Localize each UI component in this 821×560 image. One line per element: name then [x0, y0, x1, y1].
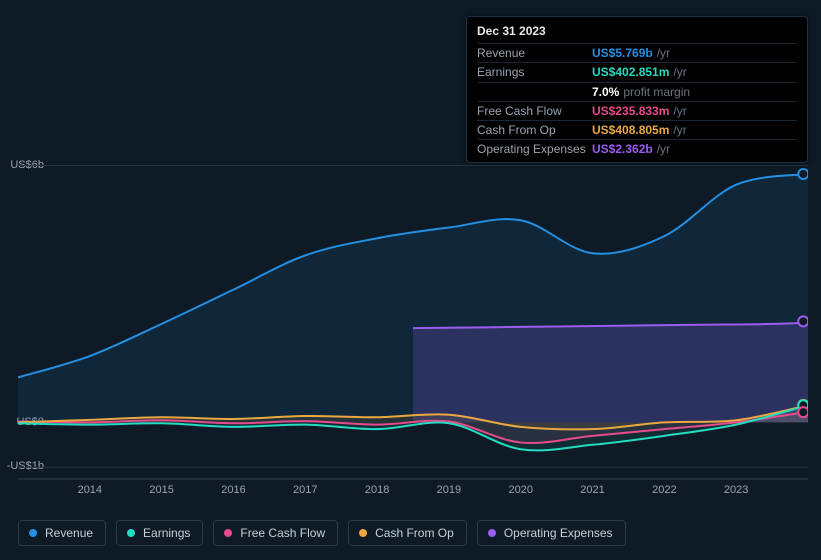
marker-dot-revenue [798, 169, 808, 179]
legend-item-earnings[interactable]: Earnings [116, 520, 203, 546]
tooltip-label [477, 84, 592, 100]
marker-dot-fcf [798, 407, 808, 417]
x-axis-label: 2018 [365, 484, 389, 496]
legend-label: Cash From Op [375, 526, 454, 540]
tooltip-value: US$2.362b/yr [592, 141, 797, 157]
x-axis-label: 2016 [221, 484, 245, 496]
x-axis-label: 2020 [508, 484, 532, 496]
tooltip-row: RevenueUS$5.769b/yr [477, 43, 797, 62]
legend-dot-icon [359, 529, 367, 537]
legend-item-opex[interactable]: Operating Expenses [477, 520, 626, 546]
x-axis-label: 2014 [78, 484, 102, 496]
x-axis-label: 2015 [149, 484, 173, 496]
x-axis-label: 2022 [652, 484, 676, 496]
tooltip-value: US$235.833m/yr [592, 103, 797, 119]
x-axis-label: 2023 [724, 484, 748, 496]
tooltip-value: US$408.805m/yr [592, 122, 797, 138]
x-axis-label: 2021 [580, 484, 604, 496]
legend-label: Free Cash Flow [240, 526, 325, 540]
marker-dot-opex [798, 316, 808, 326]
tooltip-label: Cash From Op [477, 122, 592, 138]
legend-item-cashop[interactable]: Cash From Op [348, 520, 467, 546]
tooltip-row: Cash From OpUS$408.805m/yr [477, 120, 797, 139]
tooltip-date: Dec 31 2023 [477, 23, 797, 39]
tooltip-row: 7.0%profit margin [477, 82, 797, 101]
legend-dot-icon [488, 529, 496, 537]
chart-legend: Revenue Earnings Free Cash Flow Cash From O… [18, 520, 626, 546]
tooltip-row: Free Cash FlowUS$235.833m/yr [477, 101, 797, 120]
tooltip-label: Operating Expenses [477, 141, 592, 157]
legend-dot-icon [29, 529, 37, 537]
tooltip-label: Earnings [477, 64, 592, 80]
tooltip-value: US$5.769b/yr [592, 45, 797, 61]
legend-item-fcf[interactable]: Free Cash Flow [213, 520, 338, 546]
legend-dot-icon [224, 529, 232, 537]
tooltip-value: US$402.851m/yr [592, 64, 797, 80]
legend-label: Earnings [143, 526, 190, 540]
x-axis-label: 2019 [437, 484, 461, 496]
tooltip-label: Revenue [477, 45, 592, 61]
chart-tooltip: Dec 31 2023RevenueUS$5.769b/yrEarningsUS… [466, 16, 808, 163]
legend-label: Operating Expenses [504, 526, 613, 540]
tooltip-row: Operating ExpensesUS$2.362b/yr [477, 139, 797, 158]
tooltip-value: 7.0%profit margin [592, 84, 797, 100]
series-area-revenue [18, 174, 808, 422]
x-axis-label: 2017 [293, 484, 317, 496]
tooltip-label: Free Cash Flow [477, 103, 592, 119]
legend-item-revenue[interactable]: Revenue [18, 520, 106, 546]
tooltip-row: EarningsUS$402.851m/yr [477, 62, 797, 81]
chart-plot [18, 160, 808, 480]
legend-dot-icon [127, 529, 135, 537]
legend-label: Revenue [45, 526, 93, 540]
